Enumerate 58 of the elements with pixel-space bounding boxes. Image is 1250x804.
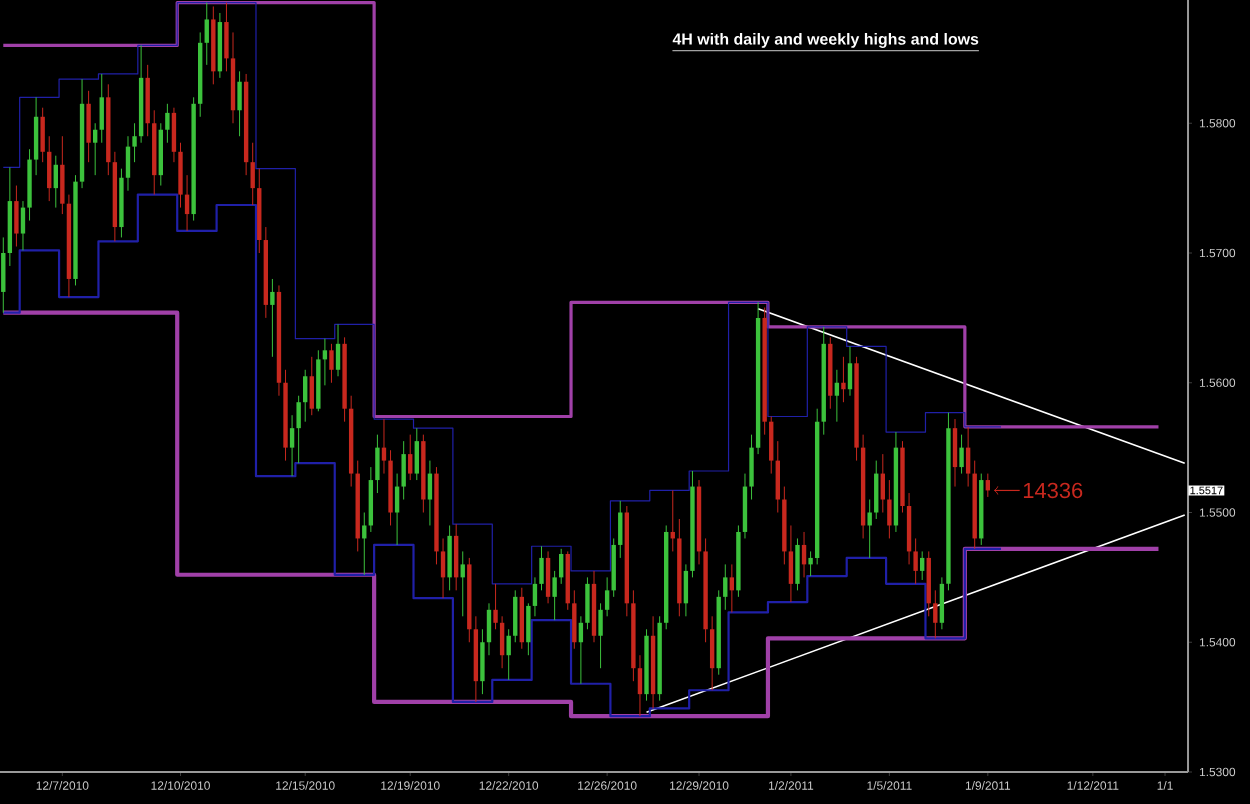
candlestick — [618, 500, 623, 559]
candlestick — [47, 135, 52, 202]
candlestick — [375, 434, 380, 494]
candlestick — [14, 185, 19, 248]
candlestick — [303, 369, 308, 423]
candlestick — [795, 537, 800, 591]
candlestick — [329, 343, 334, 384]
candlestick — [959, 434, 964, 475]
candlestick — [270, 278, 275, 358]
candlestick — [808, 550, 813, 577]
candlestick — [427, 460, 433, 526]
candlestick — [165, 103, 170, 144]
annotation: 14336 — [1023, 482, 1083, 499]
candlestick — [834, 369, 840, 423]
candlestick — [545, 550, 551, 604]
candlestick — [867, 499, 872, 559]
candlestick — [559, 548, 564, 585]
candlestick — [965, 426, 971, 488]
candlestick — [769, 415, 774, 475]
candlestick — [572, 589, 577, 650]
candlestick — [874, 460, 879, 520]
candlestick — [53, 155, 58, 209]
candlestick — [414, 427, 419, 481]
candlestick — [237, 70, 242, 137]
candlestick — [250, 142, 255, 206]
candlestick — [513, 589, 518, 643]
candlestick — [86, 90, 91, 163]
candlestick — [158, 122, 163, 187]
candlestick — [729, 563, 735, 613]
candlestick — [506, 628, 511, 681]
candlestick — [460, 550, 465, 617]
candlestick — [453, 523, 459, 591]
candlestick — [1, 236, 6, 314]
candlestick — [926, 550, 931, 617]
candlestick — [775, 440, 780, 513]
candlestick — [447, 524, 452, 591]
candlestick — [611, 537, 616, 598]
candlestick — [40, 107, 45, 163]
candlestick — [933, 589, 938, 639]
candlestick — [362, 512, 367, 576]
candlestick — [841, 356, 846, 403]
candlestick — [919, 550, 925, 581]
candlestick — [952, 418, 958, 488]
candlestick — [99, 73, 104, 144]
candlestick — [145, 64, 150, 137]
candlestick — [309, 356, 314, 416]
candlestick — [499, 615, 505, 669]
candlestick — [408, 434, 413, 481]
candlestick — [368, 466, 374, 533]
candlestick — [847, 345, 853, 397]
candlestick — [519, 587, 524, 650]
candlestick — [723, 563, 728, 611]
candlestick — [887, 479, 892, 539]
candlestick — [92, 122, 98, 176]
candlestick — [880, 453, 885, 513]
candlestick — [204, 2, 209, 66]
candlestick — [552, 570, 557, 621]
candlestick — [335, 323, 341, 377]
